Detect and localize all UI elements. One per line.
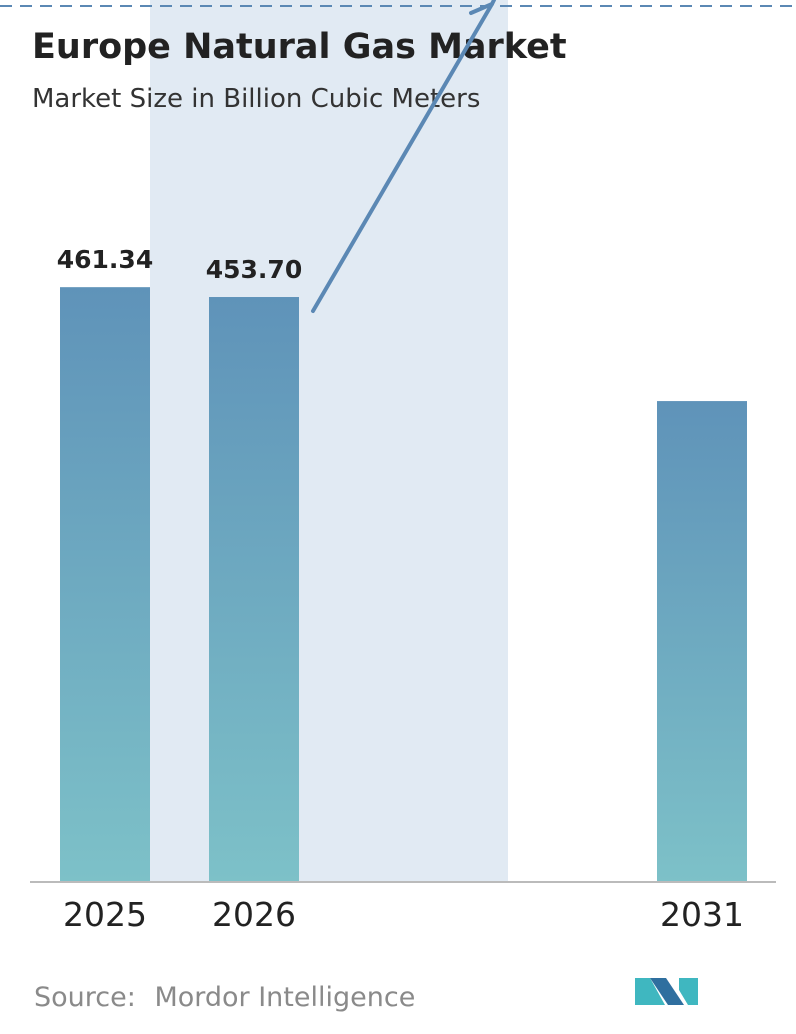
trend-arrow-shaft: [311, 2, 494, 313]
bar-2031: [657, 401, 747, 882]
x-tick-label-2031: 2031: [660, 895, 744, 934]
logo-shape-right: [679, 978, 698, 1005]
logo-shape-middle: [650, 978, 684, 1005]
trend-arrow: [311, 0, 496, 313]
mordor-intelligence-logo-icon: [635, 978, 698, 1005]
value-label-2026: 453.70: [206, 255, 302, 284]
source-label: Source:: [34, 982, 136, 1013]
source-name: Mordor Intelligence: [154, 982, 415, 1013]
chart-title: Europe Natural Gas Market: [32, 27, 567, 67]
chart-subtitle: Market Size in Billion Cubic Meters: [32, 84, 480, 114]
bar-2026: [209, 297, 299, 882]
source-text: Source: Mordor Intelligence: [34, 982, 415, 1013]
logo-shape-left: [635, 978, 665, 1005]
trend-arrow-head: [469, 0, 496, 15]
x-tick-label-2026: 2026: [212, 895, 296, 934]
bar-2025: [60, 287, 150, 882]
bars-group: 461.34 2025 453.70 2026 2031: [57, 245, 747, 934]
x-tick-label-2025: 2025: [63, 895, 147, 934]
forecast-highlight-band: [150, 0, 508, 882]
value-label-2025: 461.34: [57, 245, 153, 274]
